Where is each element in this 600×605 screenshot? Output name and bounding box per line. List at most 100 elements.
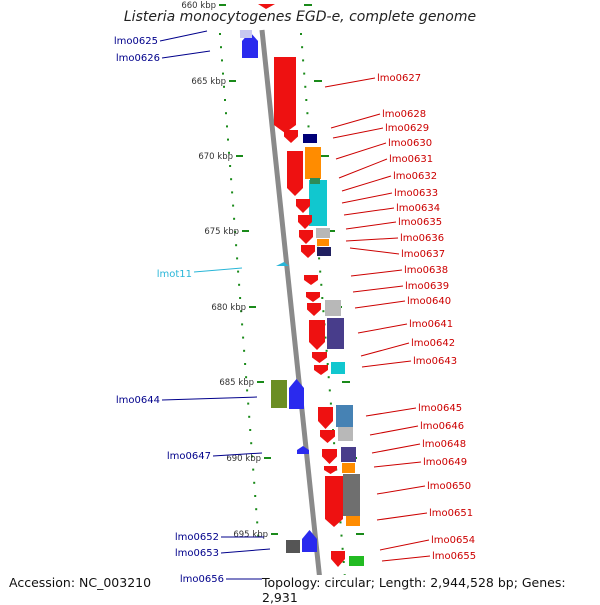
inner-dot [231,191,234,194]
outer-dot [322,310,325,313]
gene-arrow-lmo0647 [297,446,309,454]
gene-arrow-lmo0637 [301,245,315,258]
inner-dot [230,178,233,181]
inner-dot [229,165,232,167]
gene-label-lmo0625-leader [159,30,208,42]
gene-label-lmo0643: lmo0643 [413,356,457,367]
gene-label-lmo0646: lmo0646 [420,421,464,432]
inner-dot [247,402,250,405]
inner-dot [240,310,243,313]
gene-block-lmo0630 [305,147,321,179]
inner-dot [257,534,260,537]
gene-label-lmo0645-leader [365,407,417,417]
gene-block-lmo0644 [271,380,287,408]
gene-block-lmo0651 [346,516,360,526]
gene-label-lmo0627-leader [324,77,376,88]
gene-label-lmo0642-leader [360,342,410,357]
outer-dot [342,561,345,563]
outer-dot [319,270,322,273]
gene-label-lmo0632: lmo0632 [393,171,437,182]
gene-label-lmo0650: lmo0650 [427,481,471,492]
gene-label-lmo0631-leader [338,158,388,179]
gene-arrow-lmo0646 [320,430,335,443]
gene-label-lmo0638: lmo0638 [404,265,448,276]
gene-block-lmo0640 [325,300,341,316]
gene-block-lmo0633 [309,180,327,226]
inner-dot [238,283,241,286]
gene-arrow-lmo0626 [242,32,258,58]
gene-label-lmo0643-leader [361,360,412,368]
inner-dot [234,231,237,233]
gene-block-lmo0643 [331,362,345,374]
inner-dot [225,112,227,115]
gene-label-lmo0629: lmo0629 [385,123,429,134]
gene-arrow-lmo0636 [299,230,313,244]
gene-arrow-lmo0654 [331,551,345,567]
gene-label-lmo0631: lmo0631 [389,154,433,165]
gene-arrow-lmo0642 [312,352,327,363]
inner-dot [243,349,246,352]
outer-dot [304,85,307,88]
kbp-label: 695 kbp [233,530,268,540]
outer-dot [326,363,329,365]
inner-dot [254,495,257,497]
outer-dot [320,283,323,286]
gene-label-lmo0627: lmo0627 [377,73,421,84]
inner-dot [221,59,223,62]
gene-label-lmo0629-leader [332,127,384,139]
outer-dot [329,402,332,405]
gene-block-lmo0649 [342,463,355,473]
gene-label-lmo0648: lmo0648 [422,439,466,450]
gene-label-lmo0630-leader [335,142,387,160]
inner-dot [245,376,248,379]
gene-arrow-lmo0634 [296,199,310,213]
kbp-label: 675 kbp [204,227,239,237]
inner-dot [223,85,225,88]
inner-dot [248,415,251,418]
inner-dot [249,429,252,431]
gene-label-lmo0654: lmo0654 [431,535,475,546]
inner-dot [235,244,238,247]
inner-dot [246,389,249,392]
outer-dot [341,547,344,550]
gene-arrow-lmo0650 [325,476,343,527]
kbp-labels: 660 kbp 665 kbp 670 kbp 675 kbp 680 kbp 685 k… [181,1,268,540]
outer-dot [303,72,306,75]
inner-dot [224,99,226,101]
gene-block-lmo0637 [317,239,329,246]
gene-labels: lmo0625 lmo0626 lmo0644 lmo0647 lmo0652 lmo06… [114,36,476,585]
gene-block-lmo0646 [338,427,353,441]
inner-dot [228,151,230,154]
inner-dot [236,257,239,260]
gene-features [240,4,364,567]
outer-dot [305,99,308,101]
gene-block-lmo0655 [349,556,364,566]
gene-arrow-lmo0640 [307,303,321,316]
gene-label-lmo0635-leader [345,221,397,230]
gene-arrow-lmo0649 [324,466,337,474]
inner-dot [250,442,253,445]
gene-arrow-top [258,4,275,9]
gene-arrow-lmo0643 [314,365,328,375]
inner-dot [239,297,242,299]
gene-label-lmo0638-leader [350,269,403,277]
outer-dot [339,521,342,524]
outer-dot [300,33,302,35]
inner-dot [233,217,236,220]
gene-label-lmo0652: lmo0652 [175,532,219,543]
map-title: Listeria monocytogenes EGD-e, complete g… [123,9,477,25]
gene-label-lmo0637: lmo0637 [401,249,445,260]
gene-label-lmo0656: lmo0656 [180,574,224,585]
gene-label-lmo0642: lmo0642 [411,338,455,349]
inner-dot [244,363,247,365]
gene-arrow-lmo0625 [240,30,252,38]
gene-label-lmo0636-leader [345,237,399,242]
gene-label-lmo0637-leader [349,247,400,255]
outer-dot [318,257,321,260]
gene-label-lmo0640-leader [354,300,406,309]
gene-label-lmo0633: lmo0633 [394,188,438,199]
gene-label-lmo0628: lmo0628 [382,109,426,120]
outer-dot [302,59,305,62]
gene-label-lmo0639-leader [352,285,404,293]
